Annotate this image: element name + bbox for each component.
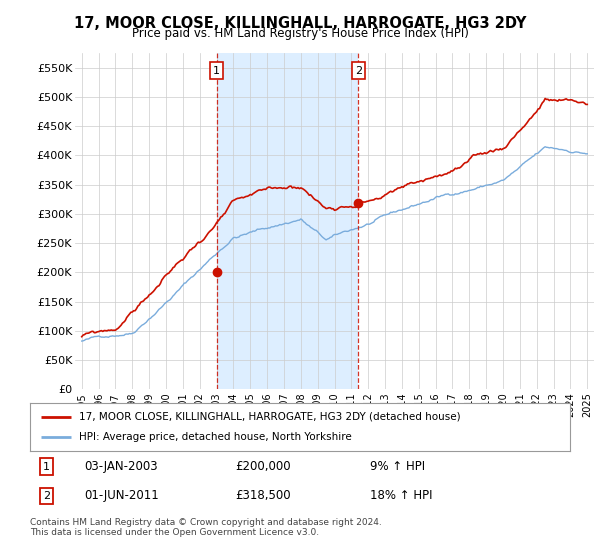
Text: 18% ↑ HPI: 18% ↑ HPI bbox=[370, 489, 433, 502]
Text: 17, MOOR CLOSE, KILLINGHALL, HARROGATE, HG3 2DY: 17, MOOR CLOSE, KILLINGHALL, HARROGATE, … bbox=[74, 16, 526, 31]
Text: Contains HM Land Registry data © Crown copyright and database right 2024.
This d: Contains HM Land Registry data © Crown c… bbox=[30, 518, 382, 538]
Text: 2: 2 bbox=[43, 491, 50, 501]
Bar bbox=[217, 53, 358, 389]
Text: 9% ↑ HPI: 9% ↑ HPI bbox=[370, 460, 425, 473]
Text: 1: 1 bbox=[213, 66, 220, 76]
Text: £200,000: £200,000 bbox=[235, 460, 291, 473]
Text: 17, MOOR CLOSE, KILLINGHALL, HARROGATE, HG3 2DY (detached house): 17, MOOR CLOSE, KILLINGHALL, HARROGATE, … bbox=[79, 412, 460, 422]
Text: HPI: Average price, detached house, North Yorkshire: HPI: Average price, detached house, Nort… bbox=[79, 432, 352, 442]
Text: 1: 1 bbox=[43, 461, 50, 472]
Text: 2: 2 bbox=[355, 66, 362, 76]
Text: £318,500: £318,500 bbox=[235, 489, 291, 502]
Text: 01-JUN-2011: 01-JUN-2011 bbox=[84, 489, 159, 502]
Text: Price paid vs. HM Land Registry's House Price Index (HPI): Price paid vs. HM Land Registry's House … bbox=[131, 27, 469, 40]
Text: 03-JAN-2003: 03-JAN-2003 bbox=[84, 460, 158, 473]
